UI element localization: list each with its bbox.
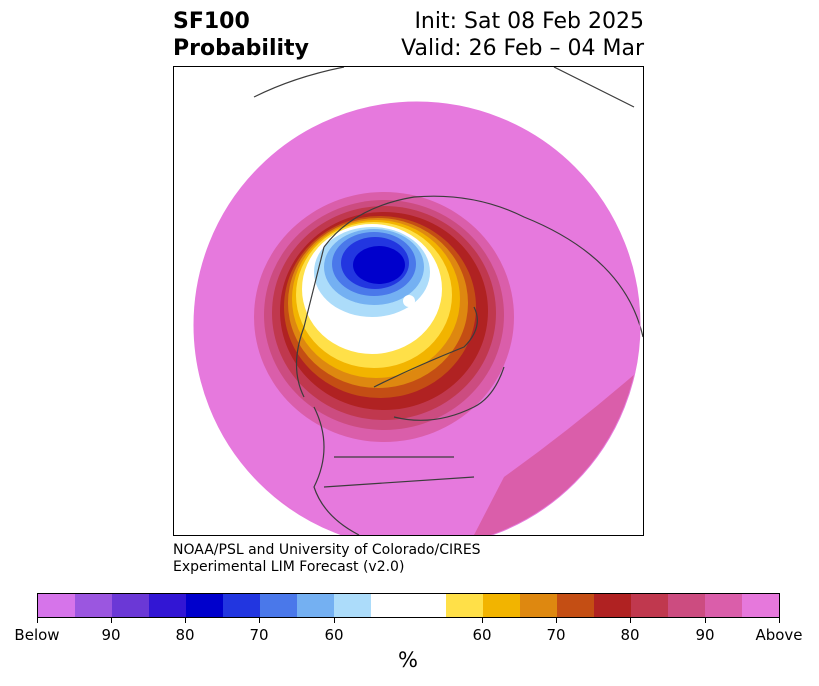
colorbar-segment xyxy=(556,594,594,617)
map-title-right: Init: Sat 08 Feb 2025 Valid: 26 Feb – 04… xyxy=(401,8,644,62)
below-80 xyxy=(353,246,405,284)
colorbar-segment xyxy=(112,594,150,617)
colorbar-unit: % xyxy=(398,648,418,672)
colorbar-segment xyxy=(445,594,483,617)
colorbar-segment xyxy=(482,594,520,617)
polar-map xyxy=(173,66,644,536)
colorbar-segment xyxy=(38,594,76,617)
coastlines xyxy=(253,67,643,535)
colorbar-tickmark xyxy=(185,618,186,623)
colorbar-segment xyxy=(630,594,668,617)
credit-line-2: Experimental LIM Forecast (v2.0) xyxy=(173,559,405,575)
colorbar-tick-label: 60 xyxy=(324,626,344,644)
colorbar-tick-label: 90 xyxy=(101,626,121,644)
colorbar-tick-label: 70 xyxy=(249,626,269,644)
colorbar-tickmark xyxy=(630,618,631,623)
colorbar-tick-label: Above xyxy=(755,626,803,644)
colorbar-segment xyxy=(704,594,742,617)
colorbar-tick-label: Below xyxy=(14,626,60,644)
colorbar-segment xyxy=(186,594,224,617)
colorbar-segment xyxy=(149,594,187,617)
colorbar-tickmark xyxy=(259,618,260,623)
colorbar-segment xyxy=(371,594,446,617)
pole-marker xyxy=(403,295,415,307)
disc-edge xyxy=(193,101,641,535)
colorbar-tick-label: 90 xyxy=(695,626,715,644)
map-title-left: SF100 Probability xyxy=(173,8,309,62)
colorbar-tickmark xyxy=(37,618,38,623)
colorbar-segment xyxy=(334,594,372,617)
colorbar-segment xyxy=(593,594,631,617)
credit-text: NOAA/PSL and University of Colorado/CIRE… xyxy=(173,542,481,576)
colorbar-segment xyxy=(667,594,705,617)
valid-range: Valid: 26 Feb – 04 Mar xyxy=(401,36,644,61)
colorbar-tickmark xyxy=(779,618,780,623)
colorbar-tickmark xyxy=(111,618,112,623)
colorbar xyxy=(37,593,780,618)
probability-map-svg xyxy=(193,67,643,535)
title-type: Probability xyxy=(173,36,309,61)
colorbar-tick-label: 70 xyxy=(546,626,566,644)
colorbar-segment xyxy=(741,594,779,617)
credit-line-1: NOAA/PSL and University of Colorado/CIRE… xyxy=(173,542,481,558)
title-variable: SF100 xyxy=(173,9,250,34)
colorbar-tickmark xyxy=(482,618,483,623)
colorbar-tickmark xyxy=(334,618,335,623)
colorbar-tick-label: 80 xyxy=(620,626,640,644)
colorbar-tickmark xyxy=(705,618,706,623)
colorbar-segment xyxy=(223,594,261,617)
init-date: Init: Sat 08 Feb 2025 xyxy=(414,9,644,34)
colorbar-segment xyxy=(75,594,113,617)
colorbar-tickmark xyxy=(556,618,557,623)
colorbar-segment xyxy=(260,594,298,617)
colorbar-segment xyxy=(297,594,335,617)
colorbar-tick-label: 60 xyxy=(472,626,492,644)
colorbar-tick-label: 80 xyxy=(175,626,195,644)
colorbar-segment xyxy=(519,594,557,617)
